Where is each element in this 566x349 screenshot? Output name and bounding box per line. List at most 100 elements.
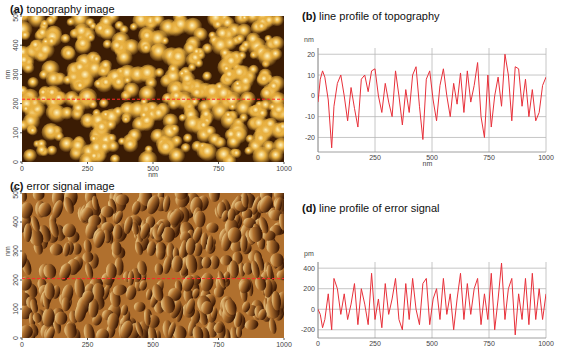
figure: (a) topography image02505007501000010020…	[0, 0, 566, 349]
x-tick-label: 250	[369, 154, 381, 161]
relief-grain	[144, 311, 151, 327]
grain	[110, 154, 121, 162]
relief-grain	[138, 279, 148, 291]
grain	[23, 149, 37, 162]
relief-grain	[83, 239, 93, 253]
relief-grain	[82, 322, 96, 338]
relief-grain	[81, 250, 95, 263]
image-background	[22, 16, 284, 162]
grain	[231, 65, 248, 82]
relief-grain	[113, 224, 123, 239]
grain	[76, 67, 95, 86]
y-tick	[20, 193, 22, 194]
grain	[42, 123, 61, 142]
grain	[70, 138, 87, 155]
relief-grain	[32, 193, 46, 201]
profile-line	[22, 99, 284, 100]
grid-line	[432, 262, 433, 338]
y-tick-label: 500	[12, 10, 19, 22]
grain	[22, 16, 32, 23]
grain	[98, 141, 112, 155]
x-tick	[284, 338, 285, 340]
panel-caption: topography image	[23, 3, 114, 15]
grain	[103, 40, 113, 50]
relief-grain	[244, 318, 259, 330]
profile-line	[22, 278, 284, 279]
y-tick-label: 100	[12, 127, 19, 139]
relief-grain	[238, 277, 252, 293]
grain	[115, 21, 125, 31]
relief-grain	[228, 260, 240, 278]
relief-grain	[30, 215, 42, 233]
grain	[258, 73, 271, 86]
grain	[198, 120, 209, 131]
relief-grain	[134, 320, 145, 338]
relief-grain	[167, 321, 178, 338]
afm-image	[22, 16, 284, 162]
x-tick-label: 1000	[276, 341, 292, 348]
y-axis-label: nm	[4, 69, 11, 79]
y-axis-label: nm	[304, 36, 314, 43]
profile-curve	[318, 54, 546, 148]
grain	[180, 72, 196, 88]
y-tick-label: 200	[12, 98, 19, 110]
grain	[39, 70, 49, 80]
x-tick-label: 0	[316, 154, 320, 161]
relief-grain	[199, 272, 214, 292]
grain	[89, 151, 100, 162]
relief-grain	[62, 322, 78, 338]
x-tick-label: 250	[369, 340, 381, 347]
relief-grain	[208, 193, 220, 203]
plot-area	[318, 54, 546, 148]
x-tick	[218, 162, 219, 164]
relief-grain	[62, 196, 76, 215]
panel-title: (a) topography image	[10, 3, 115, 15]
grain	[235, 100, 253, 118]
y-tick-label: 0	[311, 306, 315, 313]
relief-grain	[107, 313, 120, 331]
grain	[70, 95, 83, 108]
grain	[151, 16, 165, 28]
grain	[67, 18, 76, 27]
grain	[245, 16, 261, 25]
y-tick-label: 400	[303, 265, 315, 272]
x-tick-label: 500	[426, 340, 438, 347]
relief-grain	[120, 304, 129, 316]
relief-grain	[146, 240, 157, 256]
grain	[39, 88, 49, 98]
grain	[232, 149, 242, 159]
y-tick-label: 200	[303, 285, 315, 292]
panel-letter: (b)	[302, 10, 316, 22]
grain	[63, 76, 73, 86]
relief-grain	[201, 256, 211, 268]
grain	[138, 151, 158, 162]
grain	[215, 27, 231, 43]
panel-title: (b) line profile of topography	[302, 10, 440, 22]
grain	[270, 48, 283, 61]
relief-grain	[223, 297, 239, 316]
x-tick-label: 1000	[538, 340, 554, 347]
grain	[80, 113, 96, 129]
relief-grain	[62, 223, 77, 238]
relief-grain	[92, 229, 107, 249]
panel-caption: error signal image	[23, 180, 114, 192]
grain	[36, 145, 48, 157]
x-tick	[284, 162, 285, 164]
relief-grain	[29, 298, 40, 314]
relief-grain	[134, 302, 146, 312]
panel-caption: line profile of topography	[316, 10, 440, 22]
x-axis-label: nm	[148, 171, 158, 178]
relief-grain	[136, 260, 148, 277]
y-axis-label: nm	[4, 246, 11, 256]
plot-area	[318, 263, 546, 335]
x-tick	[87, 338, 88, 340]
relief-grain	[41, 307, 55, 327]
grain	[28, 126, 38, 136]
relief-grain	[240, 235, 247, 253]
relief-grain	[116, 194, 130, 206]
relief-grain	[266, 264, 273, 279]
y-tick	[20, 309, 22, 310]
relief-grain	[184, 297, 196, 315]
grain	[118, 138, 126, 146]
x-tick-label: 1000	[538, 154, 554, 161]
